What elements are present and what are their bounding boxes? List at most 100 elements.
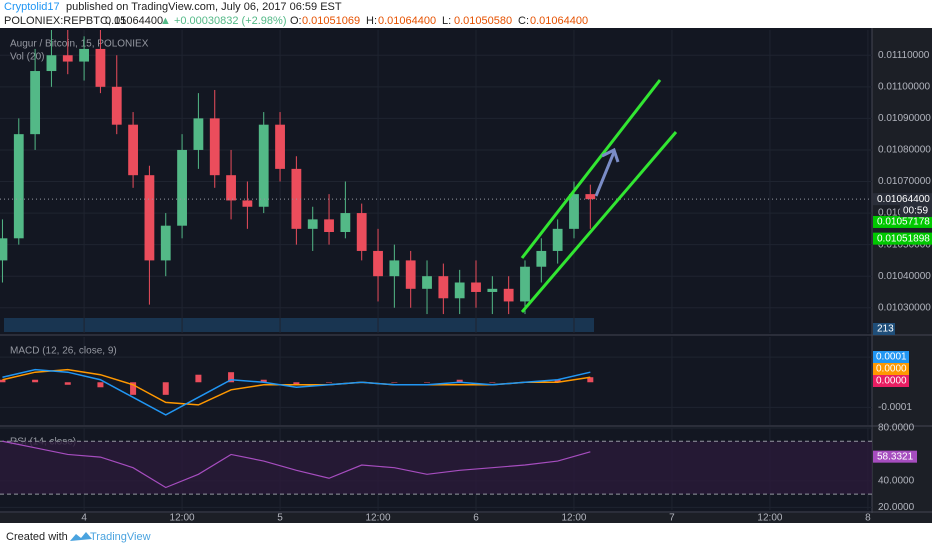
candle-body — [46, 55, 57, 72]
x-tick-label: 12:00 — [561, 513, 586, 524]
trend-arrow-head — [601, 147, 620, 163]
candle-body — [454, 282, 465, 299]
pane-title: Augur / Bitcoin, 15, POLONIEX — [10, 39, 149, 50]
price-tag-label: 0.01057178 — [877, 217, 930, 228]
candle-body — [487, 288, 498, 292]
y-tick-label: -0.0001 — [878, 402, 912, 413]
footer-created: Created with — [6, 531, 68, 543]
histogram-bar — [228, 372, 235, 383]
header-bar — [0, 0, 932, 28]
candle-body — [30, 71, 41, 135]
price-tag — [873, 232, 932, 245]
histogram-bar — [260, 379, 267, 383]
histogram-bar — [326, 382, 333, 383]
published: published on TradingView.com, July 06, 2… — [66, 1, 342, 13]
indicator-tag-label: 0.0000 — [876, 376, 907, 387]
indicator-tag-label: 0.0001 — [876, 352, 907, 363]
x-tick-label: 12:00 — [757, 513, 782, 524]
candle-body — [13, 134, 24, 239]
histogram-bar — [424, 382, 431, 383]
rsi-band — [0, 441, 872, 495]
candle-body — [0, 238, 8, 261]
y-tick-label: 0.01030000 — [878, 302, 931, 313]
ohlc-key: L: — [442, 15, 451, 27]
candle-body — [356, 213, 367, 251]
ohlc-key: O: — [290, 15, 302, 27]
last-price: 0.01064400 — [105, 15, 163, 27]
candle-body — [307, 219, 318, 229]
candle-body — [438, 276, 449, 299]
histogram-bar — [162, 382, 169, 395]
ohlc-value: 0.01051069 — [302, 15, 360, 27]
candle-body — [503, 288, 514, 302]
histogram-bar — [32, 379, 39, 383]
candle-body — [275, 124, 285, 169]
rsi-line — [2, 440, 591, 489]
indicator-line — [2, 368, 591, 416]
candle-body — [62, 55, 73, 62]
x-tick-label: 5 — [277, 513, 283, 524]
price-tag-label: 0.01051898 — [877, 233, 930, 244]
channel-line — [520, 79, 662, 259]
candle-body — [569, 194, 579, 229]
y-tick-label: 0.01090000 — [878, 113, 931, 124]
candle-body — [193, 118, 204, 150]
y-tick-label: 80.0000 — [878, 423, 915, 434]
histogram-bar — [97, 382, 104, 388]
candle-body — [471, 282, 481, 292]
price-tag-label: 0.01064400 — [877, 194, 930, 205]
histogram-bar — [554, 379, 561, 383]
countdown: 00:59 — [903, 206, 928, 217]
ohlc-value: 0.01050580 — [454, 15, 512, 27]
ohlc-value: 0.01064400 — [378, 15, 436, 27]
footer-bar — [0, 523, 932, 550]
change: ▲ +0.00030832 (+2.98%) — [160, 15, 286, 27]
histogram-bar — [587, 377, 594, 383]
ohlc: O: 0.01051069 H: 0.01064400 L: 0.01050580 C: 0.… — [290, 15, 588, 27]
indicator-tag — [873, 375, 909, 387]
ohlc-key: C: — [518, 15, 529, 27]
countdown-box — [900, 205, 932, 217]
candle-body — [520, 266, 530, 302]
candle-body — [340, 213, 351, 232]
rsi-tag-label: 58.3321 — [877, 451, 914, 462]
candle-body — [128, 124, 138, 176]
footer-brand[interactable]: TradingView — [90, 531, 151, 543]
y-tick-label: 0.01070000 — [878, 176, 931, 187]
channel-line — [520, 131, 678, 313]
ohlc-key: H: — [366, 15, 377, 27]
candle-body — [389, 260, 400, 277]
indicator-tag — [873, 363, 909, 375]
candle-body — [79, 48, 89, 62]
candle-body — [111, 86, 122, 125]
candle-body — [258, 124, 269, 207]
volume-tag: 213 — [877, 324, 894, 335]
y-tick-label: 0.01040000 — [878, 271, 931, 282]
rsi-tag — [873, 450, 917, 463]
indicator-tag — [873, 351, 909, 363]
histogram-bar — [64, 382, 71, 385]
histogram-bar — [456, 379, 463, 383]
candle-body — [226, 175, 236, 201]
candle-body — [552, 228, 563, 251]
x-tick-label: 12:00 — [170, 513, 195, 524]
volume-area — [4, 318, 594, 332]
histogram-bar — [0, 379, 6, 383]
y-tick-label: 0.01100000 — [878, 81, 931, 92]
candle-body — [373, 250, 383, 277]
candle-body — [405, 260, 416, 289]
candle-body — [585, 194, 596, 200]
logo — [70, 532, 92, 541]
author[interactable]: Cryptolid17 — [4, 1, 60, 13]
y-tick-label: 0.01050000 — [878, 239, 931, 250]
histogram-bar — [391, 382, 398, 383]
pane-subtitle: Vol (20) — [10, 52, 44, 63]
histogram-bar — [293, 382, 300, 385]
pane-title: MACD (12, 26, close, 9) — [10, 346, 117, 357]
price-tag — [873, 193, 932, 206]
histogram-bar — [130, 382, 137, 395]
candle-body — [209, 118, 220, 176]
y-tick-label: 0.01080000 — [878, 145, 931, 156]
plot-background — [0, 28, 872, 513]
